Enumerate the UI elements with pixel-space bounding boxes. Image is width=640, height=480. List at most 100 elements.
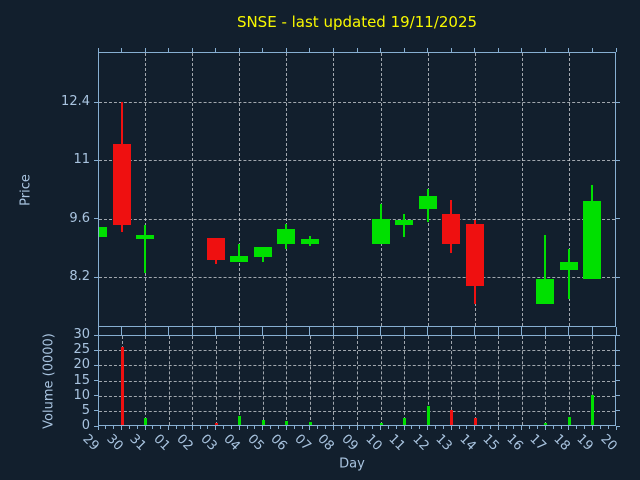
volume-bottom-tick [191, 426, 193, 430]
volume-bottom-minor-tick [270, 426, 272, 429]
volume-bottom-tick [144, 426, 146, 430]
volume-gridline-horizontal [99, 380, 615, 382]
price-top-tick [356, 48, 358, 52]
price-gridline-vertical [145, 53, 147, 326]
price-bottom-tick [497, 327, 499, 331]
volume-gridline-horizontal [99, 365, 615, 367]
volume-bottom-tick [285, 426, 287, 430]
volume-top-tick [591, 331, 593, 335]
candle-body [536, 278, 555, 305]
candle-body [418, 196, 437, 209]
volume-top-tick [97, 331, 99, 335]
day-tick-label: 03 [197, 431, 220, 454]
day-tick-label: 04 [220, 431, 243, 454]
volume-bar [567, 417, 571, 425]
price-bottom-tick [332, 327, 334, 331]
candle-body [112, 143, 131, 226]
volume-gridline-horizontal [99, 410, 615, 412]
volume-top-tick [309, 331, 311, 335]
volume-bottom-minor-tick [152, 426, 154, 429]
price-bottom-tick [356, 327, 358, 331]
price-top-tick [144, 48, 146, 52]
volume-bottom-minor-tick [175, 426, 177, 429]
volume-tick-label: 0 [81, 418, 90, 433]
volume-bottom-minor-tick [395, 426, 397, 429]
price-top-tick [285, 48, 287, 52]
volume-right-tick [616, 364, 620, 366]
volume-bottom-tick [450, 426, 452, 430]
price-bottom-tick [215, 327, 217, 331]
volume-bottom-tick [591, 426, 593, 430]
price-tick-label: 12.4 [61, 94, 90, 109]
volume-bottom-minor-tick [411, 426, 413, 429]
day-tick-label: 14 [456, 431, 479, 454]
price-gridline-vertical [286, 53, 288, 326]
volume-left-tick [94, 364, 98, 366]
volume-top-tick [474, 331, 476, 335]
price-top-tick [474, 48, 476, 52]
candle-body [465, 223, 484, 287]
candle-wick [544, 235, 547, 305]
day-tick-label: 29 [79, 431, 102, 454]
volume-bottom-minor-tick [513, 426, 515, 429]
volume-bar [144, 417, 148, 425]
volume-top-tick [497, 331, 499, 335]
day-tick-label: 10 [361, 431, 385, 454]
volume-top-tick [121, 331, 123, 335]
price-top-tick [521, 48, 523, 52]
volume-bottom-minor-tick [183, 426, 185, 429]
volume-right-tick [616, 395, 620, 397]
volume-bottom-tick [238, 426, 240, 430]
price-left-tick [94, 159, 98, 161]
candle-body [371, 218, 390, 245]
price-top-tick [332, 48, 334, 52]
day-tick-label: 30 [102, 431, 126, 454]
candle-body [206, 238, 225, 261]
price-bottom-tick [544, 327, 546, 331]
day-tick-label: 01 [150, 431, 173, 454]
volume-bottom-tick [97, 426, 99, 430]
price-gridline-vertical [333, 53, 335, 326]
volume-bottom-tick [521, 426, 523, 430]
volume-bottom-minor-tick [278, 426, 279, 429]
volume-bottom-minor-tick [505, 426, 507, 429]
price-bottom-tick [144, 327, 146, 331]
volume-bottom-minor-tick [325, 426, 327, 429]
volume-bottom-minor-tick [576, 426, 578, 429]
day-tick-label: 12 [409, 431, 432, 454]
day-tick-label: 16 [503, 431, 526, 454]
day-tick-label: 19 [573, 431, 597, 454]
volume-bottom-tick [168, 426, 170, 430]
price-left-tick [94, 101, 98, 103]
volume-bar [238, 415, 242, 425]
volume-bottom-minor-tick [113, 426, 115, 429]
volume-bottom-minor-tick [584, 426, 586, 429]
volume-bar [450, 409, 454, 425]
volume-top-tick [215, 331, 217, 335]
volume-right-tick [616, 425, 620, 427]
volume-bottom-minor-tick [301, 426, 303, 429]
volume-top-tick [168, 331, 170, 335]
volume-bottom-minor-tick [246, 426, 248, 429]
volume-tick-label: 5 [81, 402, 90, 418]
candle-body [442, 213, 461, 244]
volume-top-tick [568, 331, 570, 335]
price-gridline-vertical [380, 53, 382, 326]
price-bottom-tick [591, 327, 593, 331]
volume-bottom-minor-tick [489, 426, 491, 429]
volume-left-tick [94, 334, 98, 336]
volume-left-tick [94, 395, 98, 397]
volume-bar [426, 406, 430, 425]
price-tick-label: 9.6 [69, 210, 90, 226]
volume-bottom-minor-tick [458, 426, 460, 429]
price-left-tick [94, 218, 98, 220]
day-tick-label: 08 [314, 431, 338, 454]
price-bottom-tick [403, 327, 405, 331]
volume-tick-label: 20 [73, 357, 90, 373]
volume-top-tick [403, 331, 405, 335]
price-gridline-horizontal [99, 277, 615, 278]
volume-bottom-tick [568, 426, 570, 430]
price-bottom-tick [285, 327, 287, 331]
volume-bar [261, 419, 265, 425]
